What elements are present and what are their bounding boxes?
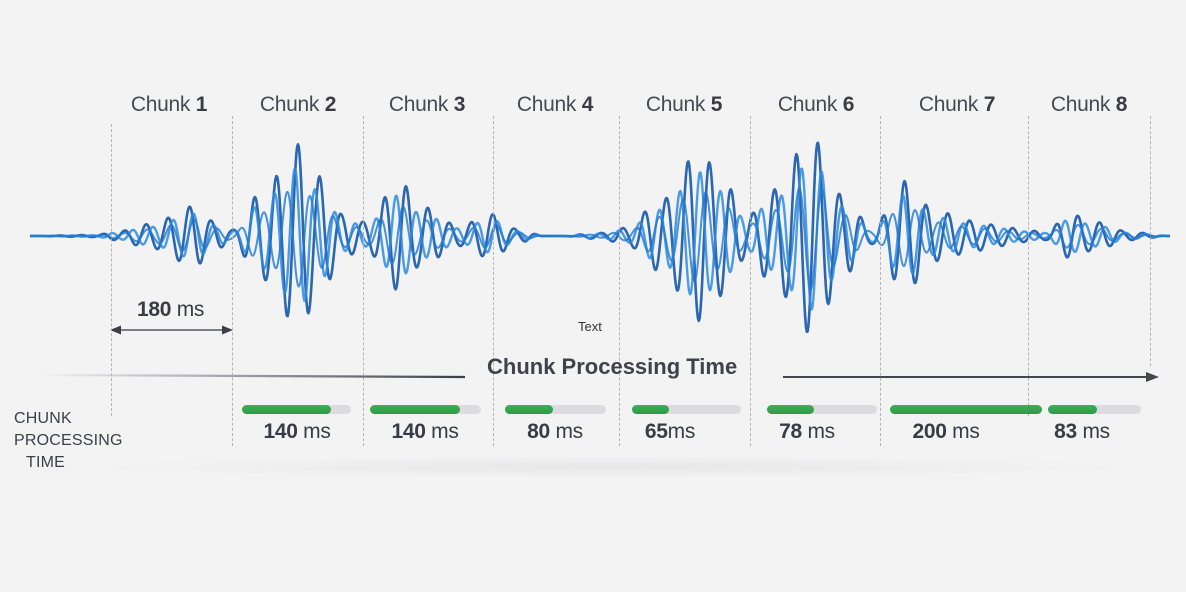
processing-time-6: 78 ms [779,420,835,443]
processing-bar-5 [632,405,741,414]
duration-arrow-icon [110,325,233,335]
processing-bar-4 [505,405,606,414]
processing-bar-3 [370,405,481,414]
processing-time-5: 65ms [644,420,696,443]
ground-shadow [80,456,1140,478]
chunk-divider [111,124,112,416]
chunk-title-5: Chunk 5 [645,93,723,116]
chunk-title-2: Chunk 2 [259,93,337,116]
placeholder-text: Text [578,319,602,334]
processing-time-3: 140 ms [391,420,459,443]
chunk-title-6: Chunk 6 [777,93,855,116]
chunk-divider [1150,116,1151,366]
side-label: CHUNK PROCESSING TIME [14,410,123,471]
chunk-divider [1028,116,1029,416]
processing-time-8: 83 ms [1054,420,1110,443]
chunk-duration-label: 180 ms [137,298,205,321]
chunk-title-3: Chunk 3 [388,93,466,116]
chunk-divider [880,116,881,446]
chunk-title-7: Chunk 7 [918,93,996,116]
chunk-title-8: Chunk 8 [1050,93,1128,116]
chunk-divider [232,116,233,446]
processing-bar-6 [767,405,877,414]
chunk-title-1: Chunk 1 [130,93,208,116]
chunk-title-4: Chunk 4 [516,93,594,116]
processing-time-7: 200 ms [912,420,980,443]
axis-title: Chunk Processing Time [487,354,738,379]
processing-bar-8 [1048,405,1141,414]
processing-time-2: 140 ms [263,420,331,443]
processing-bar-7 [890,405,1042,414]
chunk-divider [363,116,364,446]
processing-bar-2 [242,405,351,414]
chunk-divider [493,116,494,446]
processing-time-4: 80 ms [527,420,583,443]
chunk-divider [750,116,751,446]
time-axis-arrow-icon [39,372,1159,382]
chunk-divider [619,116,620,446]
